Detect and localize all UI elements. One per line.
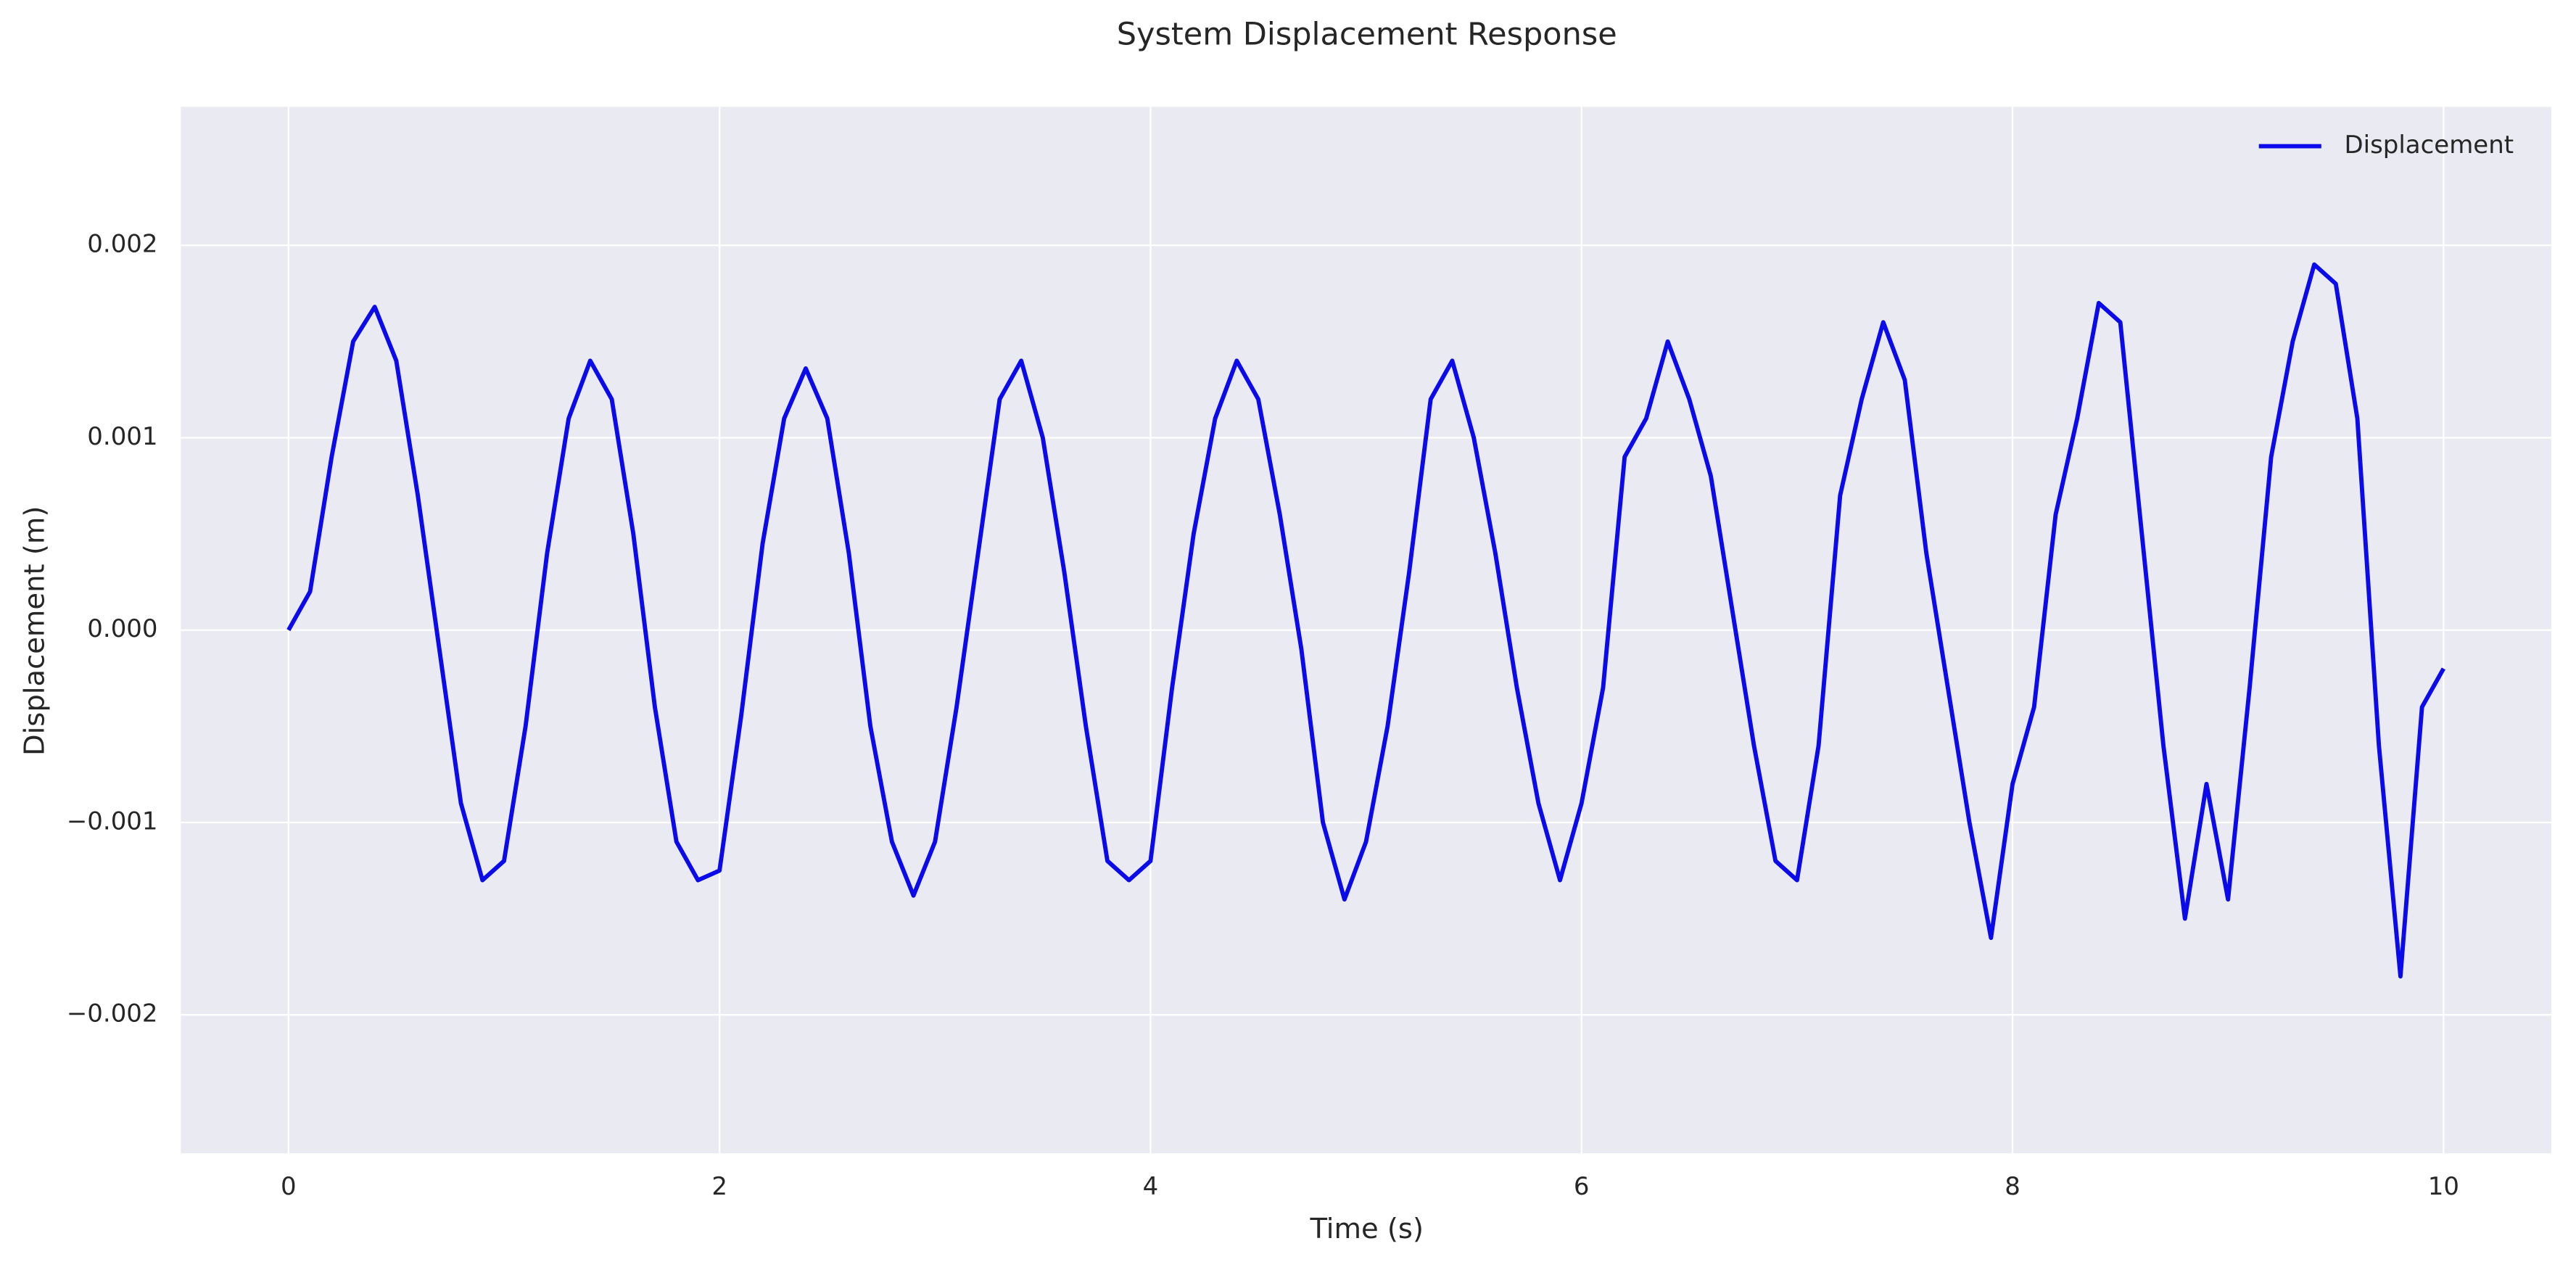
x-tick-label: 0 [281,1172,297,1201]
legend-label: Displacement [2345,131,2514,160]
y-tick-label: 0.001 [87,422,157,451]
y-tick-label: 0.000 [87,614,157,643]
y-tick-label: 0.002 [87,230,157,259]
y-tick-label: −0.001 [67,807,158,836]
chart-title: System Displacement Response [1117,16,1617,52]
x-tick-label: 8 [2005,1172,2020,1201]
x-axis-label: Time (s) [1309,1213,1424,1245]
x-tick-label: 10 [2428,1172,2459,1201]
y-axis-label: Displacement (m) [18,506,51,756]
data-line [286,262,2445,979]
y-tick-label: −0.002 [67,999,158,1028]
x-tick-label: 6 [1574,1172,1590,1201]
x-tick-label: 4 [1143,1172,1159,1201]
x-tick-label: 2 [711,1172,727,1201]
